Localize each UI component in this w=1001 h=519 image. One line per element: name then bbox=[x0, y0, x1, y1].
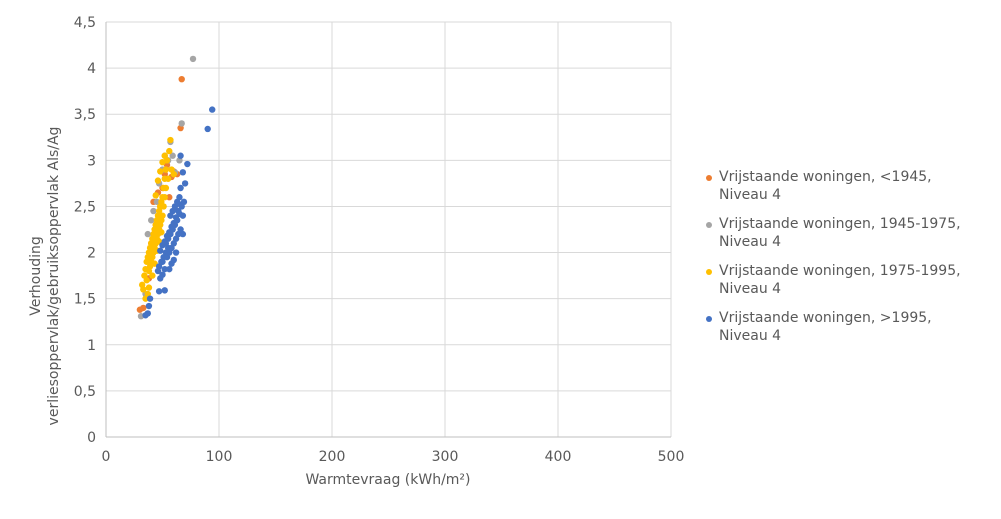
data-point bbox=[150, 207, 157, 215]
y-axis-title-line-1: Verhouding bbox=[28, 236, 44, 315]
y-axis-tick-labels: 0 0,5 1 1,5 2 2,5 3 3,5 4 4,5 bbox=[74, 15, 96, 446]
data-point bbox=[170, 170, 177, 178]
data-point bbox=[162, 166, 170, 173]
legend-marker-icon bbox=[706, 316, 712, 322]
data-point bbox=[154, 177, 162, 184]
data-point bbox=[160, 203, 167, 210]
y-tick-label: 2 bbox=[87, 246, 96, 262]
y-tick-label: 1 bbox=[87, 338, 96, 354]
series-3 bbox=[142, 106, 216, 319]
data-point bbox=[181, 180, 189, 187]
data-point bbox=[180, 198, 188, 206]
axes bbox=[105, 22, 671, 438]
legend-item-1975-1995: Vrijstaande woningen, 1975-1995, Niveau … bbox=[706, 262, 996, 298]
data-point bbox=[176, 194, 183, 201]
legend: Vrijstaande woningen, <1945, Niveau 4 Vr… bbox=[706, 168, 996, 356]
y-tick-label: 0,5 bbox=[74, 384, 96, 400]
data-point bbox=[172, 249, 180, 256]
y-tick-label: 2,5 bbox=[74, 199, 96, 215]
legend-marker-icon bbox=[706, 175, 712, 181]
data-point bbox=[167, 136, 174, 144]
legend-marker-icon bbox=[706, 222, 712, 228]
x-tick-label: 500 bbox=[658, 449, 685, 465]
x-tick-label: 300 bbox=[432, 449, 459, 465]
data-point bbox=[152, 192, 159, 199]
data-point bbox=[204, 125, 211, 133]
legend-label: Vrijstaande woningen, 1975-1995, Niveau … bbox=[719, 263, 961, 297]
data-point bbox=[144, 310, 152, 317]
data-point bbox=[155, 288, 163, 295]
data-point bbox=[184, 160, 191, 168]
data-point bbox=[145, 284, 153, 291]
data-point bbox=[166, 147, 173, 155]
legend-label: Vrijstaande woningen, 1945-1975, Niveau … bbox=[719, 216, 961, 250]
data-point bbox=[178, 75, 185, 83]
y-tick-label: 4 bbox=[87, 61, 96, 77]
data-point bbox=[159, 271, 166, 278]
data-point bbox=[170, 256, 177, 264]
data-point bbox=[148, 217, 155, 224]
data-point bbox=[157, 168, 164, 175]
gridlines bbox=[106, 21, 672, 437]
y-tick-label: 1,5 bbox=[74, 292, 96, 308]
y-tick-label: 4,5 bbox=[74, 15, 96, 31]
data-points bbox=[136, 55, 216, 320]
x-tick-label: 0 bbox=[102, 449, 111, 465]
data-point bbox=[154, 267, 162, 275]
data-point bbox=[162, 184, 170, 192]
x-tick-label: 400 bbox=[545, 449, 572, 465]
data-point bbox=[140, 304, 147, 312]
data-point bbox=[159, 258, 166, 265]
data-point bbox=[179, 169, 187, 176]
data-point bbox=[166, 194, 173, 201]
y-tick-label: 3 bbox=[87, 153, 96, 169]
data-point bbox=[189, 55, 197, 63]
y-tick-label: 3,5 bbox=[74, 107, 96, 123]
data-point bbox=[173, 217, 181, 224]
data-point bbox=[178, 120, 185, 127]
data-point bbox=[159, 158, 166, 166]
series-2 bbox=[138, 136, 177, 302]
data-point bbox=[140, 286, 147, 293]
legend-item-post-1995: Vrijstaande woningen, >1995, Niveau 4 bbox=[706, 309, 996, 345]
legend-label: Vrijstaande woningen, >1995, Niveau 4 bbox=[719, 310, 932, 344]
data-point bbox=[161, 194, 168, 201]
x-tick-label: 200 bbox=[319, 449, 346, 465]
data-point bbox=[161, 265, 168, 273]
y-axis-title-line-2: verliesoppervlak/gebruiksoppervlak Als/A… bbox=[46, 127, 62, 426]
data-point bbox=[153, 198, 161, 206]
legend-label: Vrijstaande woningen, <1945, Niveau 4 bbox=[719, 169, 932, 203]
x-axis-tick-labels: 0 100 200 300 400 500 bbox=[102, 449, 685, 465]
data-point bbox=[177, 152, 184, 159]
data-point bbox=[144, 230, 152, 238]
data-point bbox=[166, 265, 173, 273]
data-point bbox=[145, 302, 153, 310]
data-point bbox=[169, 152, 176, 159]
data-point bbox=[143, 277, 150, 284]
data-point bbox=[157, 247, 164, 254]
y-tick-label: 0 bbox=[87, 430, 96, 446]
legend-item-1945-1975: Vrijstaande woningen, 1945-1975, Niveau … bbox=[706, 215, 996, 251]
data-point bbox=[179, 212, 187, 219]
data-point bbox=[159, 212, 166, 219]
data-point bbox=[149, 272, 156, 279]
y-axis-title: Verhouding verliesoppervlak/gebruiksoppe… bbox=[28, 127, 62, 426]
legend-item-pre-1945: Vrijstaande woningen, <1945, Niveau 4 bbox=[706, 168, 996, 204]
data-point bbox=[158, 229, 165, 236]
data-point bbox=[161, 287, 168, 294]
legend-marker-icon bbox=[706, 269, 712, 275]
data-point bbox=[164, 175, 172, 182]
x-axis-title: Warmtevraag (kWh/m²) bbox=[305, 472, 470, 488]
data-point bbox=[209, 106, 216, 113]
data-point bbox=[161, 152, 168, 159]
data-point bbox=[179, 230, 187, 238]
x-tick-label: 100 bbox=[206, 449, 233, 465]
data-point bbox=[177, 184, 184, 192]
data-point bbox=[146, 295, 154, 302]
